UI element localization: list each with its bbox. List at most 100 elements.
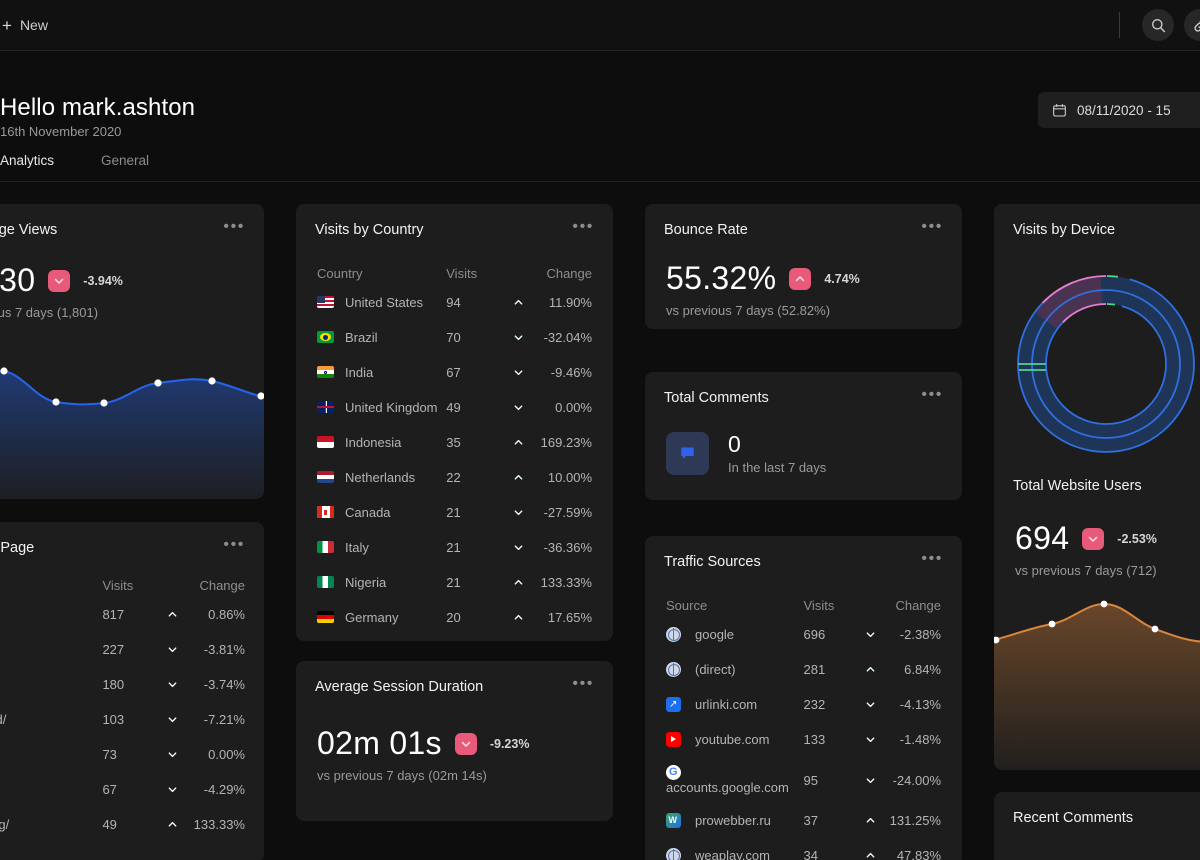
table-row[interactable]: ↗ urlinki.com 232 -4.13%	[666, 687, 941, 722]
page-visits: 180	[102, 677, 125, 692]
flag-icon	[317, 366, 334, 378]
source-visits: 232	[803, 697, 826, 712]
card-title-recent-comments: Recent Comments	[1013, 810, 1134, 826]
source-name: google	[666, 617, 804, 652]
more-icon[interactable]: •••	[572, 675, 594, 692]
bounce-rate-value: 55.32%	[666, 260, 777, 296]
table-row[interactable]: 67 -4.29%	[0, 772, 245, 807]
country-change: 11.90%	[548, 295, 592, 310]
page-change: 0.86%	[208, 607, 245, 622]
table-row[interactable]: youtube.com 133 -1.48%	[666, 722, 941, 757]
more-icon[interactable]: •••	[572, 218, 594, 235]
trend-up-icon	[789, 267, 812, 290]
page-name	[0, 772, 102, 807]
card-title-by-page: by Page	[0, 540, 35, 556]
country-name: Netherlands	[317, 460, 446, 495]
new-button[interactable]: + New	[0, 13, 56, 38]
table-row[interactable]: Italy 21 -36.36%	[317, 530, 592, 565]
source-name: youtube.com	[666, 722, 804, 757]
page-views-sub: vious 7 days (1,801)	[0, 305, 99, 320]
country-name: Canada	[317, 495, 446, 530]
card-title-avg-session: Average Session Duration	[315, 679, 484, 695]
more-icon[interactable]: •••	[223, 536, 245, 553]
source-change: 47.83%	[896, 848, 941, 860]
country-change: -36.36%	[543, 540, 592, 555]
trend-up-icon	[861, 846, 880, 860]
trend-up-icon	[509, 433, 528, 452]
link-button[interactable]	[1184, 9, 1200, 41]
trend-down-icon	[861, 771, 880, 790]
trend-down-icon	[163, 745, 182, 764]
flag-icon	[317, 296, 334, 308]
country-visits: 20	[446, 610, 461, 625]
trend-down-icon	[509, 503, 528, 522]
trend-down-icon	[509, 398, 528, 417]
country-change: 10.00%	[547, 470, 592, 485]
page-visits: 67	[102, 782, 117, 797]
trend-down-icon	[163, 675, 182, 694]
table-row[interactable]: Nigeria 21 133.33%	[317, 565, 592, 600]
table-header-row: Country Visits Change	[317, 266, 592, 285]
trend-down-icon	[861, 625, 880, 644]
tab-analytics[interactable]: Analytics	[0, 153, 55, 168]
table-row[interactable]: Netherlands 22 10.00%	[317, 460, 592, 495]
page-name: /	[0, 632, 102, 667]
page-name: es/	[0, 667, 102, 702]
table-row[interactable]: weaplay.com 34 47.83%	[666, 838, 941, 860]
total-comments-value: 0	[728, 431, 741, 457]
table-row[interactable]: (direct) 281 6.84%	[666, 652, 941, 687]
country-change: -27.59%	[543, 505, 592, 520]
card-title-total-website-users: Total Website Users	[1013, 478, 1142, 494]
country-visits: 94	[446, 295, 461, 310]
country-name: Brazil	[317, 320, 446, 355]
col-page	[0, 578, 102, 597]
date-range-picker[interactable]: 08/11/2020 - 15	[1038, 92, 1200, 128]
top-bar-actions	[1119, 9, 1200, 41]
more-icon[interactable]: •••	[921, 218, 943, 235]
header-tabs: Analytics General	[0, 153, 149, 180]
table-row[interactable]: es/180 -3.74%	[0, 667, 245, 702]
card-average-session-duration: Average Session Duration ••• 02m 01s -9.…	[296, 661, 613, 821]
country-visits: 70	[446, 330, 461, 345]
table-row[interactable]: Canada 21 -27.59%	[317, 495, 592, 530]
visits-by-device-donut	[1008, 266, 1200, 467]
dashboard-board: Page Views ••• 730 -3.94% vious 7 days (…	[0, 182, 1200, 860]
country-change: -32.04%	[543, 330, 592, 345]
table-row[interactable]: United Kingdom 49 0.00%	[317, 390, 592, 425]
country-change: 169.23%	[540, 435, 592, 450]
tab-general[interactable]: General	[101, 153, 150, 168]
more-icon[interactable]: •••	[223, 218, 245, 235]
table-row[interactable]: India 67 -9.46%	[317, 355, 592, 390]
more-icon[interactable]: •••	[921, 550, 943, 567]
flag-icon	[317, 506, 334, 518]
country-change: 17.65%	[547, 610, 592, 625]
page-visits: 227	[102, 642, 125, 657]
table-row[interactable]: Brazil 70 -32.04%	[317, 320, 592, 355]
table-row[interactable]: oad/103 -7.21%	[0, 702, 245, 737]
trend-up-icon	[163, 605, 182, 624]
page-change: -3.74%	[203, 677, 245, 692]
table-row[interactable]: United States 94 11.90%	[317, 285, 592, 320]
table-row[interactable]: Indonesia 35 169.23%	[317, 425, 592, 460]
page-change: 133.33%	[193, 817, 245, 832]
table-row[interactable]: google 696 -2.38%	[666, 617, 941, 652]
card-total-website-users: Total Website Users 694 -2.53% vs previo…	[994, 460, 1200, 770]
plus-icon: +	[2, 15, 12, 35]
bounce-rate-sub: vs previous 7 days (52.82%)	[666, 303, 831, 318]
card-visits-by-page: by Page ••• Visits Change 817 0.86% /227 -3…	[0, 522, 264, 860]
source-icon	[666, 627, 681, 642]
more-icon[interactable]: •••	[921, 386, 943, 403]
source-visits: 133	[803, 732, 826, 747]
table-row[interactable]: elog/49 133.33%	[0, 807, 245, 842]
table-row[interactable]: 817 0.86%	[0, 597, 245, 632]
col-visits: Visits	[446, 266, 478, 281]
table-row[interactable]: Germany 20 17.65%	[317, 600, 592, 635]
search-button[interactable]	[1142, 9, 1174, 41]
comment-icon	[666, 432, 709, 476]
table-row[interactable]: 73 0.00%	[0, 737, 245, 772]
col-country: Country	[317, 266, 363, 281]
table-row[interactable]: /227 -3.81%	[0, 632, 245, 667]
